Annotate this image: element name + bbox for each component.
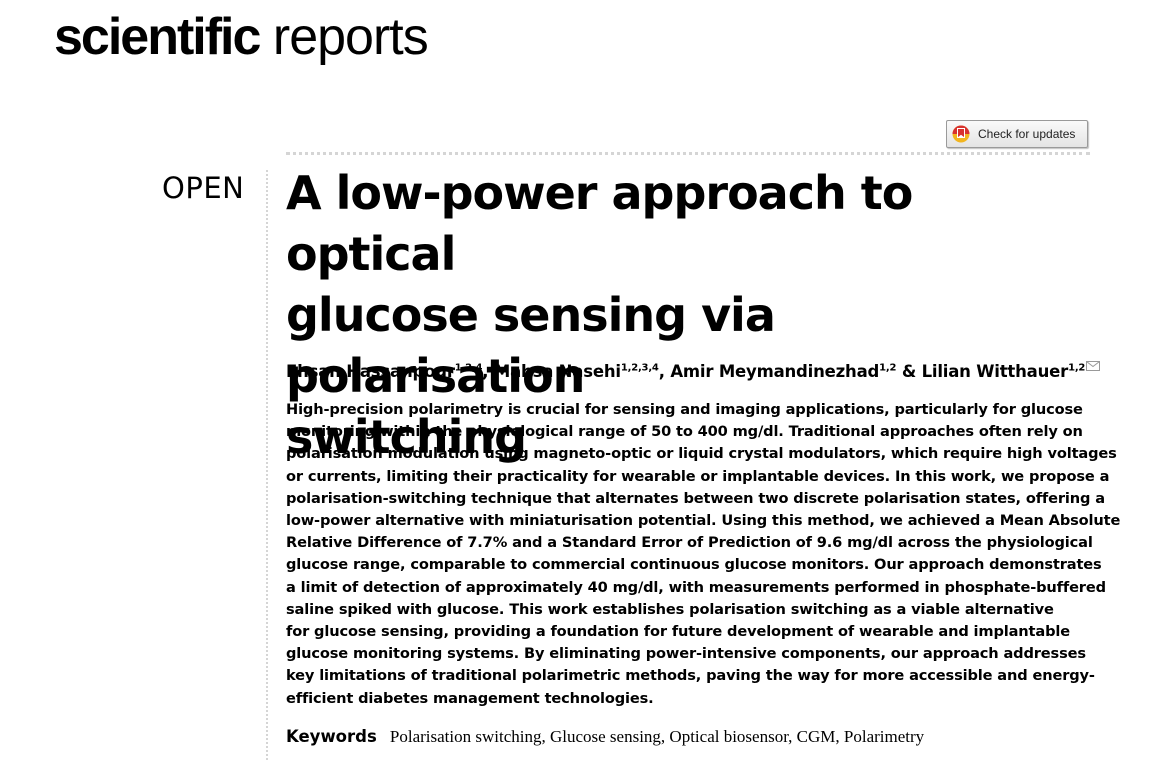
journal-logo: scientific reports	[54, 2, 429, 72]
envelope-icon[interactable]	[1086, 356, 1101, 371]
abstract-line: low-power alternative with miniaturisati…	[286, 512, 1121, 530]
keywords: Keywords Polarisation switching, Glucose…	[286, 727, 924, 747]
abstract-line: polarisation-switching technique that al…	[286, 489, 1105, 507]
author-name[interactable]: Ehsan Hassanpour	[286, 362, 455, 381]
abstract-line: glucose monitoring systems. By eliminati…	[286, 645, 1086, 663]
abstract: High-precision polarimetry is crucial fo…	[286, 399, 1121, 710]
author-separator: &	[896, 362, 922, 381]
abstract-line: polarisation modulation using magneto-op…	[286, 445, 1117, 463]
keywords-list: Polarisation switching, Glucose sensing,…	[389, 727, 925, 746]
abstract-line: efficient diabetes management technologi…	[286, 689, 654, 707]
abstract-line: monitoring within the physiological rang…	[286, 423, 1083, 441]
abstract-line: saline spiked with glucose. This work es…	[286, 600, 1054, 618]
journal-name-light: reports	[272, 8, 429, 66]
open-access-label: OPEN	[162, 171, 245, 205]
check-for-updates-label: Check for updates	[978, 127, 1076, 141]
author-affiliations: 1,2	[879, 362, 897, 374]
author-list: Ehsan Hassanpour1,2,4, Mahsa Nasehi1,2,3…	[286, 356, 1101, 381]
author-separator: ,	[482, 362, 494, 381]
abstract-line: High-precision polarimetry is crucial fo…	[286, 401, 1083, 418]
keywords-label: Keywords	[286, 727, 377, 746]
header-divider	[286, 152, 1090, 155]
article-title: A low-power approach to optical glucose …	[286, 163, 1086, 468]
abstract-line: key limitations of traditional polarimet…	[286, 667, 1095, 685]
author-affiliations: 1,2	[1068, 362, 1086, 374]
abstract-line: for glucose sensing, providing a foundat…	[286, 623, 1070, 641]
abstract-line: a limit of detection of approximately 40…	[286, 578, 1106, 596]
author-name[interactable]: Lilian Witthauer	[921, 362, 1069, 381]
crossmark-icon	[952, 125, 970, 143]
abstract-line: Relative Difference of 7.7% and a Standa…	[286, 534, 1093, 552]
abstract-line: glucose range, comparable to commercial …	[286, 556, 1102, 574]
check-for-updates-button[interactable]: Check for updates	[946, 120, 1088, 148]
title-line: switching	[286, 410, 527, 464]
author-affiliations: 1,2,3,4	[620, 362, 659, 374]
author-separator: ,	[658, 362, 671, 381]
title-line: A low-power approach to optical	[286, 166, 913, 281]
abstract-line: or currents, limiting their practicality…	[286, 467, 1110, 485]
margin-divider	[266, 170, 268, 760]
journal-name-bold: scientific	[54, 8, 261, 66]
author-name[interactable]: Mahsa Nasehi	[493, 362, 621, 381]
title-line: glucose sensing via polarisation	[286, 288, 776, 403]
author-affiliations: 1,2,4	[454, 362, 483, 374]
author-name[interactable]: Amir Meymandinezhad	[670, 362, 880, 381]
